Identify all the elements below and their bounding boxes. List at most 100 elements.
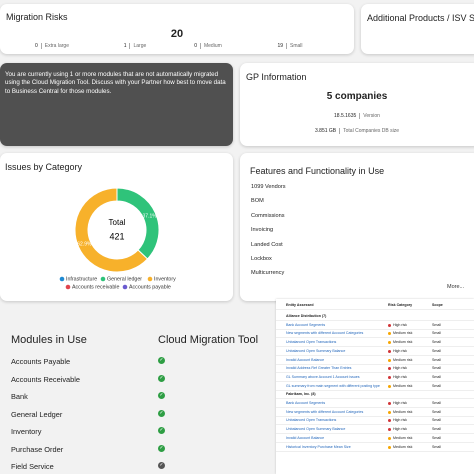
- risk-label: Extra large: [40, 43, 69, 49]
- risk-total: 20: [170, 28, 184, 40]
- risk-dot: [388, 410, 391, 414]
- center-label: Total: [109, 218, 126, 227]
- risk-dot: [388, 428, 391, 432]
- status-icon: ✓: [158, 462, 165, 469]
- db-size: 3.851 GB: [315, 128, 337, 134]
- scope: Small: [432, 340, 441, 345]
- risk-label: Large: [129, 43, 147, 49]
- risk-size: 19 Small: [250, 43, 330, 49]
- risk: High risk: [393, 374, 407, 379]
- table-row: Unbalanced Open Transactions Medium risk S…: [276, 338, 474, 348]
- risk: Medium risk: [393, 340, 413, 345]
- module-name: General Ledger: [11, 409, 63, 419]
- group-name: Fabrikam, Inc. (8): [286, 392, 316, 397]
- scope: Small: [432, 418, 441, 423]
- table-row: New segments with different Account Cate…: [276, 329, 474, 339]
- risk-dot: [388, 419, 391, 423]
- risk: High risk: [393, 427, 407, 432]
- table-row: GL summary from main segment with differ…: [276, 382, 474, 391]
- group-row: Alliance Distribution (7): [276, 312, 474, 321]
- feature-item: Commissions: [251, 212, 285, 219]
- risk-dot: [388, 402, 391, 405]
- card-title: Migration Risks: [6, 12, 68, 22]
- feature-item: Multicurrency: [251, 270, 285, 277]
- risk-dot: [388, 367, 391, 371]
- module-name: Inventory: [11, 427, 42, 436]
- companies: 5 companies: [326, 91, 388, 102]
- module-name: Accounts Receivable: [11, 374, 81, 384]
- legend-label: Infrastructure: [66, 276, 97, 282]
- scope: Small: [432, 322, 441, 327]
- scope: Small: [432, 357, 441, 362]
- scope: Small: [432, 427, 441, 432]
- assessment-table: Entity Assessed Risk Category Scope Allianc…: [276, 299, 474, 474]
- risk: High risk: [393, 418, 407, 423]
- table-row: Invalid Account Balance Medium risk Small: [276, 434, 474, 443]
- risk: High risk: [393, 366, 407, 371]
- risk-size: 0 Medium: [168, 43, 248, 49]
- scope: Small: [432, 444, 441, 449]
- status-icon: ✓: [158, 444, 165, 452]
- risk-dot: [388, 332, 391, 336]
- risk: High risk: [393, 322, 407, 327]
- table-row: Bank Account Segments High risk Small: [276, 399, 474, 408]
- center-value: 421: [109, 231, 124, 241]
- entity: Historical Inventory Purchase Mean Size: [286, 444, 351, 449]
- feature-item: Landed Cost: [251, 241, 283, 248]
- table-row: Invalid Account Balance Medium risk Small: [276, 356, 474, 365]
- scope: Small: [432, 435, 441, 440]
- legend-label: General ledger: [107, 276, 142, 282]
- entity: Invalid Account Balance: [286, 435, 325, 440]
- table-row: Unbalanced Open Summary Balance High risk…: [276, 425, 474, 435]
- legend-label: Inventory: [154, 276, 176, 282]
- status-icon: ✓: [158, 409, 165, 417]
- risk-dot: [388, 436, 391, 440]
- legend-swatch: [100, 276, 106, 282]
- feature-item: 1099 Vendors: [251, 184, 286, 190]
- risk: Medium risk: [393, 435, 413, 440]
- risk: Medium risk: [393, 444, 413, 449]
- segment-label: 37.1%: [143, 213, 158, 219]
- risk: Medium risk: [393, 357, 413, 362]
- legend-swatch: [59, 276, 65, 282]
- column-header: Risk Category: [388, 303, 413, 307]
- entity: GL Summary above Account 1 Account issue…: [286, 374, 360, 379]
- table-row: New segments with different Account Cate…: [276, 408, 474, 417]
- table-row: Historical Inventory Purchase Mean Size M…: [276, 443, 474, 452]
- notice-card[interactable]: You are currently using 1 or more module…: [0, 63, 233, 146]
- card-title: Issues by Category: [5, 162, 83, 172]
- status-icon: ✓: [158, 392, 165, 399]
- additional-products-card: Additional Products / ISV S: [361, 4, 474, 54]
- entity: Unbalanced Open Summary Balance: [286, 427, 346, 432]
- risk-dot: [388, 358, 391, 362]
- version-label: Version: [359, 113, 380, 119]
- risk-size: 1 Large: [95, 43, 175, 49]
- card-title: Features and Functionality in Use: [250, 166, 385, 176]
- scope: Small: [432, 366, 441, 371]
- donut-chart: 37.1% 62.9% Total 421 Infrastructure General …: [59, 187, 176, 290]
- column-header: Entity Assessed: [286, 303, 314, 307]
- features-card: Features and Functionality in Use 1099 V…: [240, 153, 474, 301]
- table-row: GL Summary above Account 1 Account issue…: [276, 373, 474, 382]
- header-row: Entity Assessed Risk Category Scope: [276, 301, 474, 310]
- entity: Invalid Address Ref Greater Than Entries: [286, 366, 352, 371]
- card-title: Additional Products / ISV S: [367, 13, 474, 23]
- table-row: Bank Account Segments High risk Small: [276, 321, 474, 330]
- more-link[interactable]: More...: [447, 284, 465, 290]
- legend-label: Accounts receivable: [72, 284, 119, 290]
- risk-label: Medium: [199, 43, 222, 49]
- risk-count: 0: [35, 43, 38, 49]
- risk: High risk: [393, 348, 407, 353]
- risk-dot: [388, 323, 391, 327]
- risk-dot: [388, 375, 391, 379]
- legend-label: Accounts payable: [129, 284, 171, 290]
- group-name: Alliance Distribution (7): [286, 314, 327, 318]
- feature-item: Lockbox: [251, 256, 272, 262]
- module-name: Field Service: [11, 462, 54, 471]
- entity: Invalid Account Balance: [286, 357, 325, 362]
- module-name: Purchase Order: [11, 444, 64, 454]
- risk-count: 1: [123, 43, 127, 49]
- risk: High risk: [393, 401, 407, 405]
- legend-swatch: [122, 284, 128, 290]
- risk-count: 19: [277, 43, 284, 49]
